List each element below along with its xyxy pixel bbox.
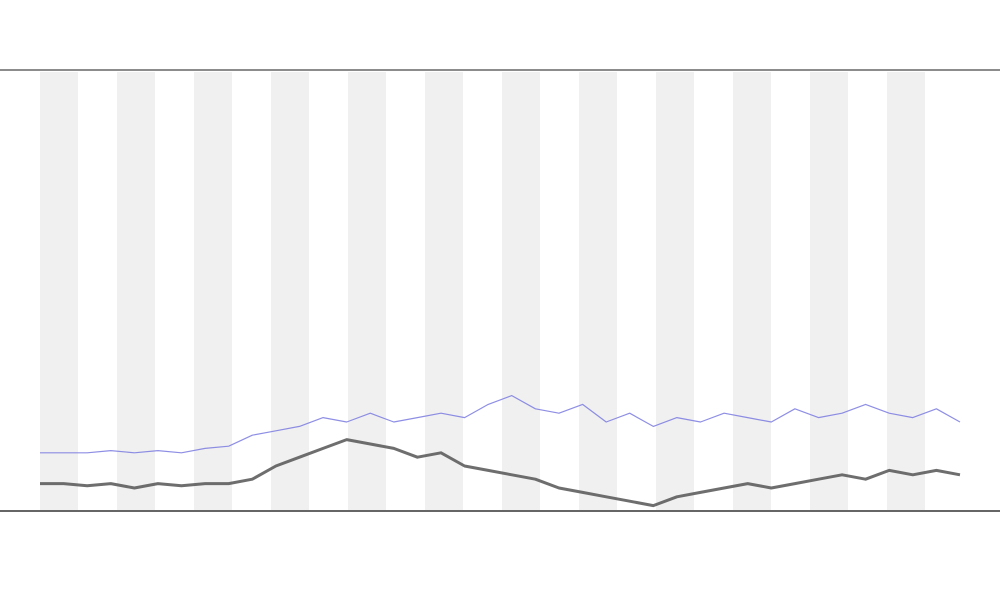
band (733, 72, 771, 510)
background-bands (40, 72, 925, 510)
band (271, 72, 309, 510)
band (40, 72, 78, 510)
series-line (40, 438, 961, 508)
band (348, 72, 386, 510)
band (810, 72, 848, 510)
series-line (40, 395, 961, 454)
band (425, 72, 463, 510)
band (887, 72, 925, 510)
band (579, 72, 617, 510)
band (502, 72, 540, 510)
band (117, 72, 155, 510)
band (194, 72, 232, 510)
band (656, 72, 694, 510)
